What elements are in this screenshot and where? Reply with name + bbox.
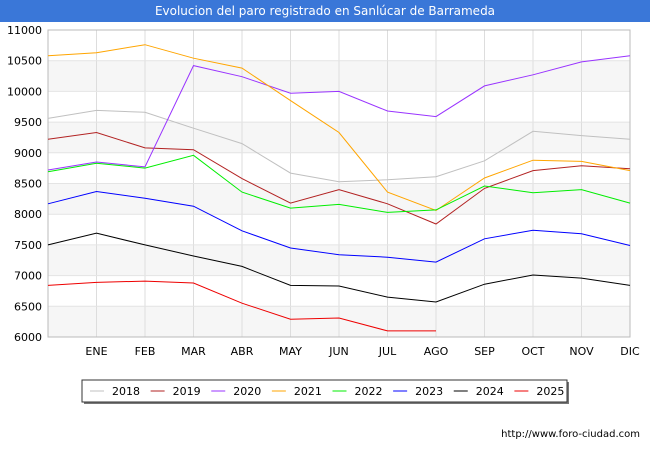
y-tick-label: 10000 <box>7 85 42 98</box>
series-line-2021 <box>47 44 631 212</box>
series-line-2018 <box>47 109 631 183</box>
y-tick-label: 9500 <box>14 116 42 129</box>
chart-title: Evolucion del paro registrado en Sanlúca… <box>0 0 650 22</box>
x-tick-label: OCT <box>521 345 544 358</box>
y-tick-label: 11000 <box>7 24 42 37</box>
x-tick-label: FEB <box>135 345 156 358</box>
x-tick-label: NOV <box>569 345 594 358</box>
x-axis: ENE FEB MAR ABR MAY JUN JUL AGO SEP OCT NOV DIC <box>85 345 640 358</box>
series-layer <box>47 44 631 332</box>
x-tick-label: ENE <box>85 345 107 358</box>
y-tick-label: 8000 <box>14 208 42 221</box>
y-tick-label: 9000 <box>14 147 42 160</box>
line-chart: 6000 6500 7000 7500 8000 8500 9000 9500 10000 105… <box>7 24 640 404</box>
y-tick-label: 8500 <box>14 178 42 191</box>
legend-box <box>81 379 568 403</box>
y-tick-label: 7500 <box>14 239 42 252</box>
x-tick-label: JUN <box>328 345 349 358</box>
legend-label-2020: 2020 <box>233 385 261 398</box>
series-line-2022 <box>47 154 631 213</box>
x-tick-label: ABR <box>231 345 254 358</box>
legend: 2018 2019 2020 2021 2022 2023 2024 2025 <box>81 379 569 404</box>
series-line-2024 <box>47 232 631 303</box>
series-line-2020 <box>47 55 631 171</box>
legend-label-2021: 2021 <box>294 385 322 398</box>
legend-label-2022: 2022 <box>355 385 383 398</box>
y-axis: 6000 6500 7000 7500 8000 8500 9000 9500 10000 105… <box>7 24 42 344</box>
x-tick-label: DIC <box>620 345 640 358</box>
plot-frame <box>47 29 631 338</box>
x-tick-label: JUL <box>378 345 397 358</box>
legend-label-2018: 2018 <box>112 385 140 398</box>
series-line-2019 <box>47 131 631 225</box>
x-tick-label: SEP <box>474 345 495 358</box>
y-tick-label: 6500 <box>14 300 42 313</box>
series-line-2023 <box>47 190 631 263</box>
x-tick-label: MAY <box>279 345 302 358</box>
x-tick-label: MAR <box>181 345 206 358</box>
legend-label-2023: 2023 <box>415 385 443 398</box>
y-tick-label: 7000 <box>14 270 42 283</box>
plot-border <box>47 29 631 338</box>
source-url: http://www.foro-ciudad.com <box>501 429 640 440</box>
x-tick-label: AGO <box>424 345 449 358</box>
y-tick-label: 6000 <box>14 331 42 344</box>
y-tick-label: 10500 <box>7 55 42 68</box>
legend-label-2025: 2025 <box>536 385 564 398</box>
series-line-2025 <box>47 280 436 332</box>
legend-label-2024: 2024 <box>476 385 504 398</box>
legend-label-2019: 2019 <box>173 385 201 398</box>
